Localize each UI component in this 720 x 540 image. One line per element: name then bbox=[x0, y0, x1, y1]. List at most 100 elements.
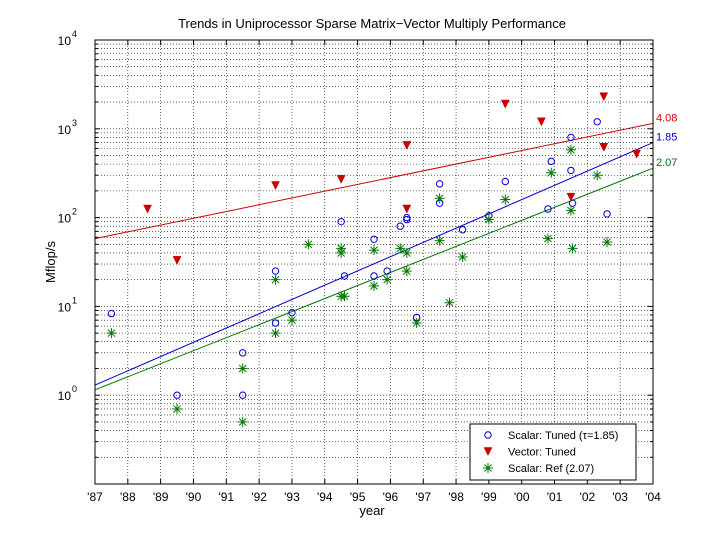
scalar-tuned-point bbox=[603, 210, 611, 218]
scalar-ref-point bbox=[411, 318, 422, 329]
y-tick-label-exponent: 0 bbox=[72, 384, 77, 394]
scalar-ref-point bbox=[565, 144, 576, 155]
legend: Scalar: Tuned (τ=1.85) Vector: Tuned Scala… bbox=[469, 423, 637, 481]
scalar-ref-point bbox=[270, 328, 281, 339]
scalar-ref-point bbox=[542, 233, 553, 244]
scalar-ref-point bbox=[106, 328, 117, 339]
x-tick-label: '87 bbox=[87, 490, 103, 504]
x-tick-label: '99 bbox=[481, 490, 497, 504]
scalar-tuned-point bbox=[370, 235, 378, 243]
x-tick-label: '04 bbox=[645, 490, 661, 504]
asterisk-stroke bbox=[271, 329, 280, 338]
asterisk-stroke bbox=[458, 253, 467, 261]
x-tick-label: '93 bbox=[284, 490, 300, 504]
plot-area-frame bbox=[94, 39, 654, 485]
trend-line-label: 2.07 bbox=[656, 157, 677, 169]
scalar-ref-point bbox=[339, 291, 350, 302]
x-tick-label: '94 bbox=[317, 490, 333, 504]
x-tick-label: '01 bbox=[547, 490, 563, 504]
y-tick-label: 10 3 bbox=[58, 118, 77, 137]
scalar-tuned-point bbox=[403, 213, 411, 222]
vector-tuned-point bbox=[599, 92, 609, 102]
x-tick-label: '90 bbox=[186, 490, 202, 504]
scalar-ref-point bbox=[567, 243, 578, 254]
x-axis-label: year bbox=[359, 503, 385, 518]
scalar-ref-point bbox=[382, 274, 393, 285]
scalar-tuned-point bbox=[568, 199, 577, 207]
x-tick-label: '88 bbox=[120, 490, 136, 504]
scalar-tuned-point bbox=[403, 215, 411, 224]
scalar-ref-point bbox=[237, 363, 248, 374]
scalar-ref-point bbox=[401, 247, 412, 258]
asterisk-stroke bbox=[402, 267, 411, 275]
x-tick-label: '02 bbox=[580, 490, 596, 504]
scalar-tuned-point bbox=[340, 272, 349, 280]
trend-line bbox=[94, 122, 654, 240]
asterisk-stroke bbox=[173, 405, 181, 413]
x-tick-label: '89 bbox=[153, 490, 169, 504]
asterisk-stroke bbox=[107, 329, 116, 338]
y-tick-label: 10 0 bbox=[58, 384, 77, 403]
scalar-ref-point bbox=[434, 235, 445, 246]
scalar-ref-point bbox=[369, 280, 379, 291]
scalar-tuned-point bbox=[501, 177, 509, 186]
x-tick-label: '91 bbox=[218, 490, 234, 504]
y-tick-label-base: 10 bbox=[58, 123, 72, 137]
scalar-tuned-point bbox=[271, 267, 280, 275]
scalar-tuned-point bbox=[396, 222, 404, 230]
scalar-ref-point bbox=[336, 247, 347, 258]
y-tick-label-base: 10 bbox=[58, 300, 72, 314]
grid bbox=[95, 40, 653, 484]
x-tick-label: '00 bbox=[514, 490, 530, 504]
legend-box bbox=[469, 423, 637, 481]
legend-marker-asterisk bbox=[483, 463, 493, 473]
asterisk-stroke bbox=[484, 464, 492, 472]
x-tick-label: '92 bbox=[251, 490, 267, 504]
asterisk-stroke bbox=[445, 298, 454, 307]
scalar-ref-point bbox=[444, 297, 455, 308]
scalar-tuned-point bbox=[370, 272, 378, 280]
asterisk-stroke bbox=[402, 249, 411, 257]
y-tick-label-base: 10 bbox=[58, 212, 72, 226]
vector-tuned-point bbox=[143, 204, 152, 214]
axis-ticks: '87 '88 '89 '90 '91 '92 '93 '94 '95 '96 '97 '98 '99 '… bbox=[58, 29, 662, 504]
vector-tuned-point bbox=[271, 181, 280, 191]
scalar-ref-point bbox=[395, 243, 406, 254]
data-marks bbox=[106, 92, 641, 427]
scalar-tuned-point bbox=[239, 391, 247, 399]
asterisk-stroke bbox=[238, 364, 247, 373]
scalar-ref-point bbox=[401, 266, 412, 277]
y-tick-label-exponent: 4 bbox=[72, 29, 77, 39]
asterisk-stroke bbox=[412, 319, 421, 327]
x-tick-label: '97 bbox=[415, 490, 431, 504]
asterisk-stroke bbox=[288, 316, 296, 325]
legend-marker-circle bbox=[484, 431, 492, 439]
y-tick-label-exponent: 3 bbox=[72, 118, 77, 128]
asterisk-stroke bbox=[340, 292, 349, 301]
legend-entry-label: Vector: Tuned bbox=[508, 447, 576, 459]
scalar-ref-point bbox=[303, 239, 314, 250]
series-scalar-ref bbox=[106, 144, 613, 427]
asterisk-stroke bbox=[271, 275, 280, 284]
scalar-tuned-point bbox=[173, 391, 181, 399]
asterisk-stroke bbox=[383, 275, 392, 284]
scalar-ref-point bbox=[483, 214, 494, 225]
scalar-tuned-point bbox=[435, 180, 444, 188]
asterisk-stroke bbox=[337, 249, 346, 257]
x-tick-label: '03 bbox=[612, 490, 628, 504]
asterisk-stroke bbox=[435, 236, 444, 245]
asterisk-stroke bbox=[567, 145, 575, 154]
scalar-ref-point bbox=[286, 315, 297, 326]
vector-tuned-point bbox=[566, 192, 576, 202]
y-tick-label-base: 10 bbox=[58, 34, 72, 48]
asterisk-stroke bbox=[567, 206, 575, 215]
asterisk-stroke bbox=[370, 246, 378, 255]
asterisk-stroke bbox=[238, 418, 247, 426]
asterisk-stroke bbox=[435, 194, 444, 203]
asterisk-stroke bbox=[547, 168, 556, 177]
y-axis-label: Mflop/s bbox=[43, 241, 58, 283]
legend-entry-label: Scalar: Ref (2.07) bbox=[508, 463, 594, 475]
scalar-ref-point bbox=[270, 274, 281, 285]
asterisk-stroke bbox=[501, 195, 510, 204]
